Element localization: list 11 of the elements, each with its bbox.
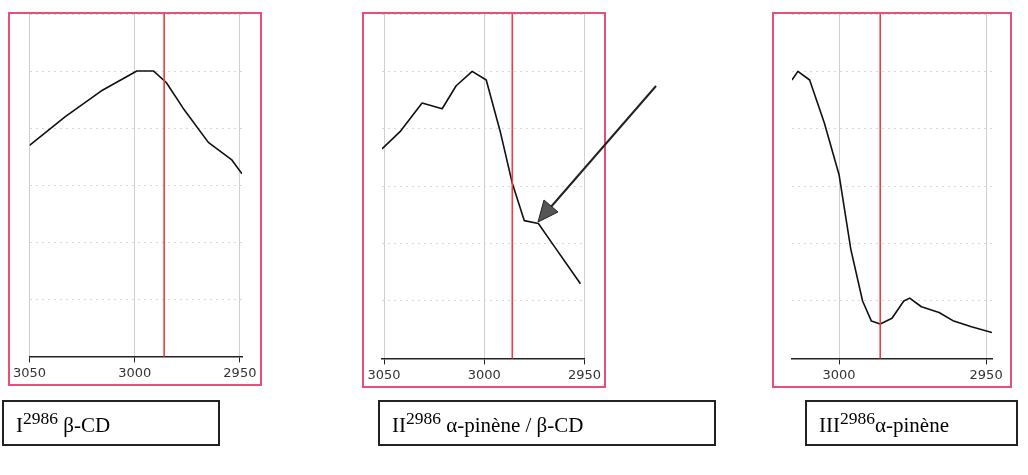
x-tick-label: 3000 bbox=[118, 364, 152, 380]
x-tick-label: 3050 bbox=[13, 364, 47, 380]
x-tick-label: 2950 bbox=[567, 366, 601, 382]
x-tick-label: 3000 bbox=[467, 366, 501, 382]
text: II$^{2986}$ α-pinène / β-CD bbox=[378, 400, 716, 446]
x-tick-label: 3000 bbox=[822, 366, 856, 382]
text: I$^{2986}$ β-CD bbox=[2, 400, 220, 446]
x-tick-label: 3050 bbox=[367, 366, 401, 382]
x-tick-label: 2950 bbox=[223, 364, 257, 380]
x-tick-label: 2950 bbox=[969, 366, 1003, 382]
text: III$^{2986}$α-pinène bbox=[805, 400, 1018, 446]
